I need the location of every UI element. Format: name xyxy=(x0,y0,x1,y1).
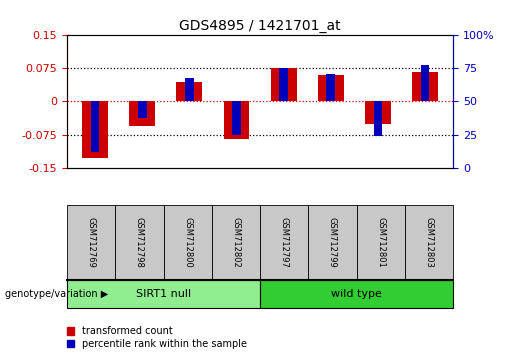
Bar xyxy=(421,65,429,102)
Bar xyxy=(327,74,335,102)
Bar xyxy=(373,102,382,136)
Text: GSM712797: GSM712797 xyxy=(280,217,289,268)
Text: GSM712803: GSM712803 xyxy=(424,217,434,268)
Bar xyxy=(232,102,241,135)
Bar xyxy=(129,102,155,126)
Title: GDS4895 / 1421701_at: GDS4895 / 1421701_at xyxy=(179,19,341,33)
Bar xyxy=(224,102,249,139)
Text: GSM712801: GSM712801 xyxy=(376,217,385,268)
Text: GSM712799: GSM712799 xyxy=(328,217,337,268)
Bar xyxy=(365,102,391,124)
Text: GSM712798: GSM712798 xyxy=(135,217,144,268)
Text: wild type: wild type xyxy=(331,289,382,299)
Bar xyxy=(185,78,194,102)
Text: SIRT1 null: SIRT1 null xyxy=(136,289,191,299)
Bar xyxy=(82,102,108,158)
Bar xyxy=(318,75,344,102)
Bar xyxy=(138,102,147,118)
Text: GSM712769: GSM712769 xyxy=(87,217,96,268)
Text: genotype/variation ▶: genotype/variation ▶ xyxy=(5,289,108,299)
Bar xyxy=(177,82,202,102)
Bar xyxy=(91,102,99,152)
Text: GSM712800: GSM712800 xyxy=(183,217,192,268)
Text: GSM712802: GSM712802 xyxy=(231,217,241,268)
Bar xyxy=(280,68,288,102)
Bar xyxy=(412,72,438,102)
Bar xyxy=(271,68,297,102)
Legend: transformed count, percentile rank within the sample: transformed count, percentile rank withi… xyxy=(66,326,247,349)
